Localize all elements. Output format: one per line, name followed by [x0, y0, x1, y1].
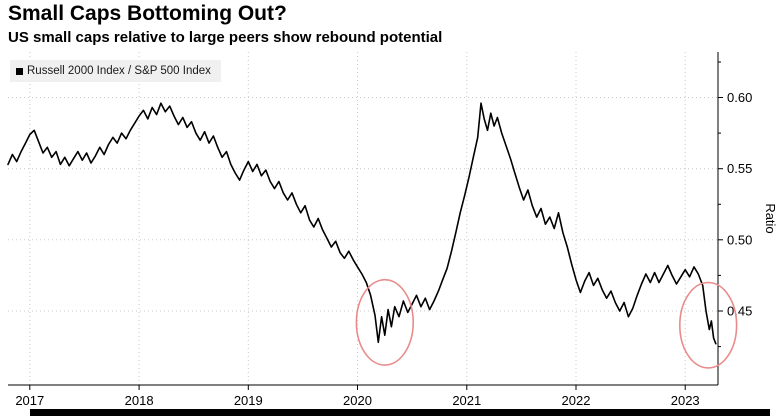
x-tick-label: 2021 — [452, 393, 481, 408]
x-tick-label: 2018 — [125, 393, 154, 408]
bottom-bar — [30, 409, 770, 416]
y-tick-label: 0.60 — [727, 90, 752, 105]
legend: Russell 2000 Index / S&P 500 Index — [10, 60, 221, 82]
x-tick-label: 2020 — [343, 393, 372, 408]
y-axis-title: Ratio — [763, 203, 778, 233]
legend-swatch-icon — [16, 67, 23, 75]
x-tick-label: 2023 — [671, 393, 700, 408]
circled-low-2020-ellipse — [355, 278, 414, 366]
x-tick-label: 2022 — [562, 393, 591, 408]
y-tick-label: 0.55 — [727, 161, 752, 176]
y-tick-label: 0.45 — [727, 304, 752, 319]
legend-label: Russell 2000 Index / S&P 500 Index — [27, 65, 211, 77]
chart-subtitle: US small caps relative to large peers sh… — [8, 29, 443, 46]
x-tick-label: 2017 — [15, 393, 44, 408]
x-tick-label: 2019 — [234, 393, 263, 408]
chart-title: Small Caps Bottoming Out? — [8, 2, 287, 25]
y-tick-label: 0.50 — [727, 232, 752, 247]
circled-low-2023-ellipse — [678, 281, 738, 369]
ratio-series-line — [7, 102, 717, 345]
